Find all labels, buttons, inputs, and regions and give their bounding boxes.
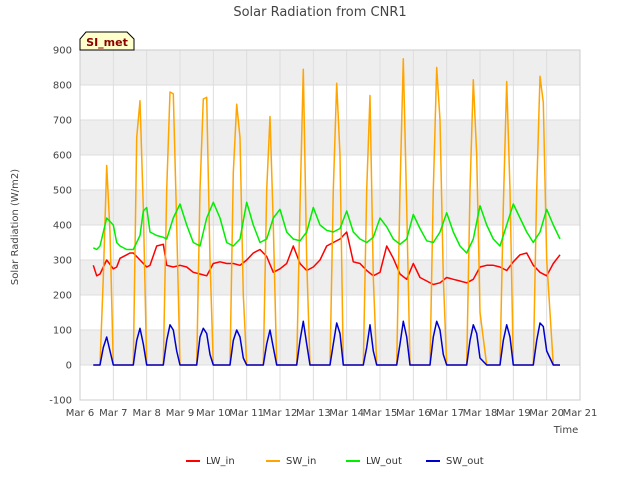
x-tick-label: Mar 6 [66,408,94,419]
plot-background-bands [80,50,580,365]
y-tick-label: 0 [66,361,72,372]
y-tick-label: 600 [53,151,72,162]
y-tick-labels: -100 0 100 200 300 400 500 600 700 800 900 [49,46,72,407]
plot-band [80,120,580,155]
series-line-lw-out [92,201,561,254]
badge-shape [79,31,135,51]
x-axis-label: Time [553,425,578,436]
badge-label: SI_met [86,36,128,49]
y-tick-label: 100 [53,326,72,337]
x-tick-label: Mar 16 [396,408,431,419]
x-tick-label: Mar 11 [229,408,264,419]
y-tick-label: 700 [53,116,72,127]
plot-band [80,260,580,295]
chart-title: Solar Radiation from CNR1 [233,5,406,20]
x-tick-label: Mar 10 [196,408,231,419]
plot-band [80,50,580,85]
x-tick-label: Mar 19 [496,408,531,419]
plot-frame [79,49,581,401]
x-tick-label: Mar 15 [363,408,398,419]
y-tick-label: 200 [53,291,72,302]
x-tick-label: Mar 7 [99,408,127,419]
plot-band [80,190,580,225]
y-axis-label: Solar Radiation (W/m2) [10,169,21,285]
y-tick-label: 500 [53,186,72,197]
y-tick-label: 900 [53,46,72,57]
x-tick-label: Mar 13 [296,408,331,419]
series-line-lw-in [92,231,561,286]
legend: LW_in SW_in LW_out SW_out [186,456,484,467]
y-tick-label: 800 [53,81,72,92]
y-tick-label: 300 [53,256,72,267]
legend-label: LW_in [206,456,235,467]
x-tick-label: Mar 21 [563,408,598,419]
y-tick-label: -100 [49,396,72,407]
series-line-sw-out [93,320,560,366]
series-lines [92,58,561,366]
x-tick-label: Mar 12 [263,408,298,419]
x-tick-label: Mar 9 [166,408,194,419]
station-badge: SI_met [79,31,135,51]
legend-label: SW_out [446,456,484,467]
y-tick-label: 400 [53,221,72,232]
x-tick-label: Mar 8 [132,408,160,419]
legend-label: SW_in [286,456,316,467]
x-tick-label: Mar 14 [329,408,364,419]
legend-label: LW_out [366,456,402,467]
x-tick-label: Mar 20 [529,408,564,419]
x-tick-label: Mar 18 [463,408,498,419]
x-tick-label: Mar 17 [429,408,464,419]
